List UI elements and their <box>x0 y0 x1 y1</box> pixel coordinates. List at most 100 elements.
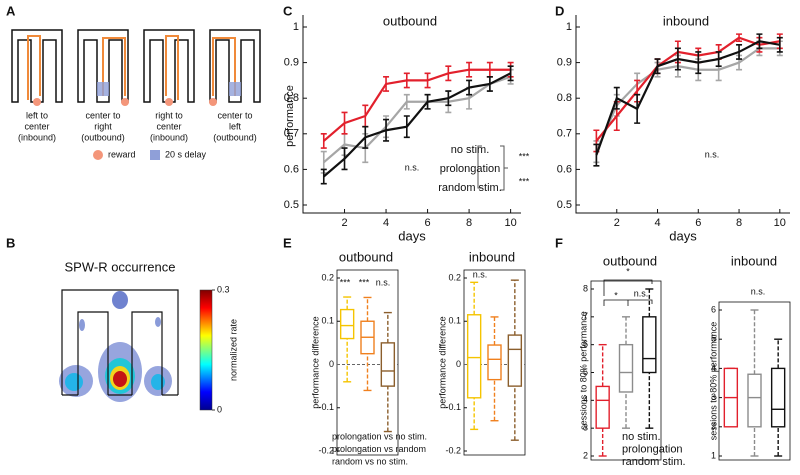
error-bar <box>613 86 620 110</box>
error-bar <box>736 33 743 43</box>
reward-icon <box>33 98 41 106</box>
reward-icon <box>93 150 103 160</box>
annotation: n.s. <box>705 149 720 159</box>
chart-title: outbound <box>603 253 657 268</box>
chart-title: outbound <box>339 249 393 264</box>
axis <box>575 15 790 214</box>
series-line <box>323 72 512 178</box>
y-tick-label: 0.9 <box>284 57 299 69</box>
error-bar <box>403 115 410 139</box>
error-bar <box>320 168 327 185</box>
plot-frame <box>463 269 526 456</box>
panel-label: A <box>6 3 16 18</box>
x-tick-label: 8 <box>466 217 472 229</box>
y-tick-label: 0.7 <box>557 128 572 140</box>
legend-label: random stim. <box>622 456 686 468</box>
annotation: n.s. <box>634 288 649 298</box>
chart-title: inbound <box>663 13 709 28</box>
error-bar <box>466 79 473 96</box>
error-bar <box>776 36 783 53</box>
y-tick-label: -0.2 <box>318 445 334 455</box>
error-bar <box>341 147 348 171</box>
maze-label: (inbound) <box>18 132 56 142</box>
y-tick-label: 0 <box>456 359 461 369</box>
box <box>618 343 634 393</box>
panel-label: F <box>555 235 563 250</box>
y-tick-label: 0.8 <box>557 92 572 104</box>
x-tick-label: 8 <box>736 217 742 229</box>
legend-label: prolongation <box>622 443 683 455</box>
chart-title: inbound <box>469 249 515 264</box>
trajectory <box>102 37 126 96</box>
annotation: *** <box>519 176 530 186</box>
maze-label: (inbound) <box>150 132 188 142</box>
x-axis-label: days <box>669 228 697 243</box>
colorbar-tick-label: 0 <box>217 404 222 414</box>
y-tick-label: 6 <box>711 304 716 314</box>
legend-label: prolongation vs random <box>332 444 426 454</box>
error-bar <box>445 90 452 107</box>
x-tick-label: 6 <box>425 217 431 229</box>
maze-label: right <box>94 121 112 131</box>
colorbar-label: normalized rate <box>228 319 238 381</box>
maze-outline <box>11 29 63 103</box>
y-tick-label: 0.5 <box>284 199 299 211</box>
maze-label: center <box>156 121 181 131</box>
annotation: * <box>626 266 630 276</box>
annotation: n.s. <box>376 277 391 287</box>
legend-label: random vs no stim. <box>332 456 408 466</box>
x-tick-label: 2 <box>341 217 347 229</box>
error-bar <box>695 51 702 75</box>
y-tick-label: 0.2 <box>448 272 461 282</box>
plot-frame <box>590 280 662 461</box>
maze-outline <box>143 29 195 103</box>
y-tick-label: 0.5 <box>557 199 572 211</box>
annotation: n.s. <box>405 162 420 172</box>
series-line <box>323 68 511 142</box>
error-bar <box>466 61 473 78</box>
maze-outline <box>77 29 129 103</box>
y-tick-label: 0.1 <box>321 316 334 326</box>
maze-label: (outbound) <box>213 132 257 142</box>
colorbar-tick-label: 0.3 <box>217 284 230 294</box>
annotation: * <box>614 290 618 300</box>
plot-frame <box>718 301 791 461</box>
maze-label: right to <box>155 110 183 120</box>
y-tick-label: 3 <box>583 423 588 433</box>
y-tick-label: 0.6 <box>557 163 572 175</box>
y-tick-label: 7 <box>583 311 588 321</box>
colorbar <box>199 289 213 411</box>
chart-title: outbound <box>383 13 437 28</box>
y-tick-label: 8 <box>583 283 588 293</box>
annotation: *** <box>359 277 370 287</box>
y-axis-label: performance difference <box>310 316 320 408</box>
x-tick-label: 6 <box>695 217 701 229</box>
error-bar <box>715 51 722 67</box>
error-bar <box>593 143 600 167</box>
error-bar <box>654 58 661 75</box>
bracket <box>603 279 653 306</box>
y-tick-label: 4 <box>711 363 716 373</box>
legend-label: prolongation <box>440 163 501 175</box>
y-tick-label: 3 <box>711 392 716 402</box>
box <box>380 342 396 387</box>
y-tick-label: -0.2 <box>445 445 461 455</box>
legend-label: no stim. <box>622 431 661 443</box>
y-tick-label: 0.1 <box>448 316 461 326</box>
y-axis-label: sessions to 80% performance <box>578 311 588 430</box>
maze <box>11 29 63 106</box>
delay-icon <box>97 82 109 96</box>
box <box>642 316 657 374</box>
reward-icon <box>209 98 217 106</box>
error-bar <box>403 72 410 89</box>
y-tick-label: 0 <box>329 359 334 369</box>
axis <box>302 15 521 214</box>
y-tick-label: 1 <box>293 21 299 33</box>
box <box>747 373 762 428</box>
box <box>770 367 786 428</box>
error-bar <box>634 93 641 124</box>
trajectory <box>27 35 41 100</box>
error-bar <box>403 93 410 110</box>
box <box>339 308 355 340</box>
